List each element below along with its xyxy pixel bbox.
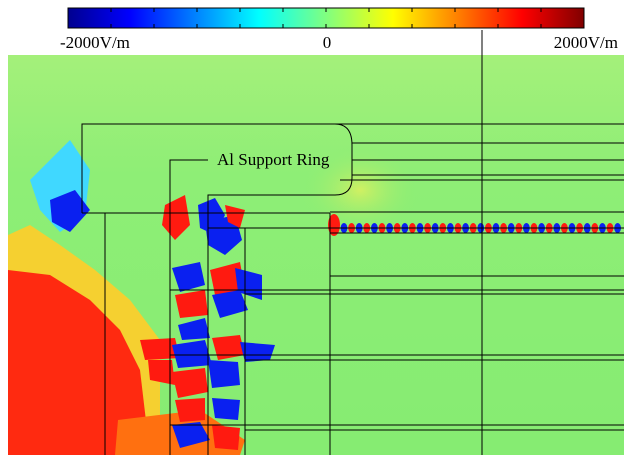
hotspot <box>162 195 190 240</box>
hotspot <box>172 340 212 368</box>
hotspot <box>212 290 248 318</box>
colorbar-label: -2000V/m <box>60 33 130 52</box>
hotspot <box>240 342 275 362</box>
field-map <box>8 55 624 455</box>
hotspot <box>172 368 208 398</box>
colorbar-label: 2000V/m <box>554 33 618 52</box>
hotspot <box>235 268 262 300</box>
field-hotspots <box>140 195 275 450</box>
edge <box>169 159 208 455</box>
hotspot <box>225 205 245 228</box>
hotspot <box>178 318 210 340</box>
geometry-outline <box>81 30 624 455</box>
field-region <box>8 270 150 455</box>
hotspot <box>175 290 208 318</box>
edge <box>170 123 624 431</box>
hotspot <box>175 398 205 422</box>
field-region <box>50 190 90 232</box>
annotation: Al Support Ring <box>217 150 330 169</box>
hotspot <box>208 360 240 388</box>
edge <box>82 30 483 455</box>
hotspot <box>148 360 175 385</box>
hotspot <box>205 215 242 255</box>
colorbar-label: 0 <box>323 33 332 52</box>
hotspot <box>172 262 205 292</box>
hotspot <box>212 398 240 420</box>
hotspot <box>212 425 240 450</box>
hotspot <box>172 422 210 448</box>
hotspot <box>328 214 340 236</box>
hotspot <box>212 335 245 360</box>
colorbar-ticks <box>110 8 542 28</box>
